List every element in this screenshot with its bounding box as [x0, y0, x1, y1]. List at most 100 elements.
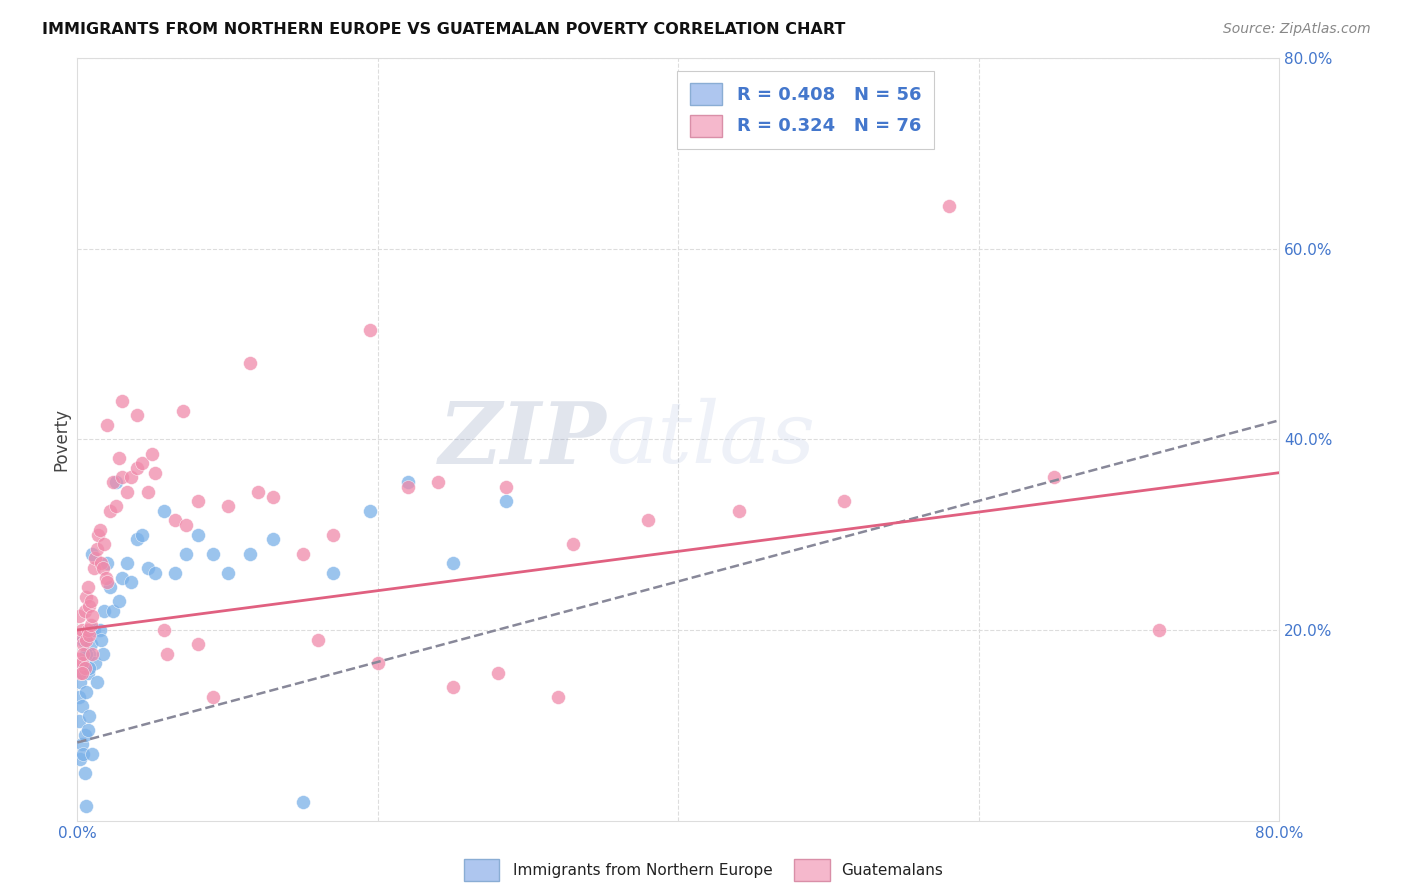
Point: [91, 561, 114, 575]
Point: [145, 566, 167, 580]
Point: [87, 527, 110, 541]
Point: [111, 570, 134, 584]
Point: [938, 199, 960, 213]
Point: [67, 651, 90, 665]
Point: [93, 537, 115, 551]
Point: [89, 523, 111, 537]
Point: [1043, 470, 1066, 484]
Point: [262, 533, 284, 547]
Point: [73, 728, 96, 742]
Point: [82, 547, 104, 561]
Point: [105, 499, 128, 513]
Point: [79, 628, 101, 642]
Point: [217, 499, 239, 513]
Text: Source: ZipAtlas.com: Source: ZipAtlas.com: [1223, 22, 1371, 37]
Point: [94, 570, 117, 584]
Point: [100, 504, 122, 518]
Point: [201, 547, 224, 561]
Text: ZIP: ZIP: [439, 398, 606, 481]
Point: [82, 608, 104, 623]
Point: [80, 618, 103, 632]
Point: [217, 566, 239, 580]
Point: [174, 518, 197, 533]
Point: [91, 647, 114, 661]
Point: [84, 551, 107, 566]
Point: [145, 466, 167, 480]
Point: [70, 737, 93, 751]
Point: [69, 628, 91, 642]
Point: [495, 494, 517, 508]
Point: [105, 475, 128, 490]
Point: [73, 604, 96, 618]
Point: [96, 417, 118, 432]
Y-axis label: Poverty: Poverty: [52, 408, 70, 471]
Point: [75, 632, 97, 647]
Point: [136, 561, 159, 575]
Point: [108, 451, 131, 466]
Point: [131, 527, 153, 541]
Text: atlas: atlas: [606, 398, 815, 481]
Point: [103, 604, 125, 618]
Point: [67, 690, 90, 704]
Legend: R = 0.408   N = 56, R = 0.324   N = 76: R = 0.408 N = 56, R = 0.324 N = 76: [678, 70, 934, 149]
Point: [79, 708, 101, 723]
Point: [115, 484, 138, 499]
Point: [90, 556, 112, 570]
Point: [70, 665, 93, 680]
Point: [103, 475, 125, 490]
Point: [120, 575, 142, 590]
Point: [396, 480, 419, 494]
Point: [70, 665, 93, 680]
Point: [83, 561, 105, 575]
Point: [79, 599, 101, 614]
Point: [80, 637, 103, 651]
Point: [82, 647, 104, 661]
Point: [76, 623, 98, 637]
Point: [239, 356, 262, 370]
Text: IMMIGRANTS FROM NORTHERN EUROPE VS GUATEMALAN POVERTY CORRELATION CHART: IMMIGRANTS FROM NORTHERN EUROPE VS GUATE…: [42, 22, 845, 37]
Point: [115, 556, 138, 570]
Point: [72, 647, 94, 661]
Text: Immigrants from Northern Europe: Immigrants from Northern Europe: [513, 863, 773, 878]
Point: [72, 637, 94, 651]
Point: [111, 470, 134, 484]
Point: [73, 661, 96, 675]
Point: [80, 594, 103, 608]
Point: [86, 541, 108, 556]
Point: [127, 533, 149, 547]
Point: [637, 513, 659, 527]
Point: [367, 657, 389, 671]
Point: [79, 647, 101, 661]
Point: [262, 490, 284, 504]
Point: [72, 632, 94, 647]
Point: [441, 680, 464, 694]
Point: [174, 547, 197, 561]
Point: [69, 675, 91, 690]
Point: [322, 527, 344, 541]
Point: [136, 484, 159, 499]
Point: [322, 566, 344, 580]
Point: [172, 403, 194, 417]
Point: [83, 623, 105, 637]
Point: [307, 632, 329, 647]
Point: [76, 665, 98, 680]
Point: [359, 323, 381, 337]
Point: [127, 409, 149, 423]
Point: [131, 456, 153, 470]
Point: [73, 766, 96, 780]
Point: [1149, 623, 1171, 637]
Point: [727, 504, 749, 518]
Point: [359, 504, 381, 518]
Point: [495, 480, 517, 494]
Point: [127, 461, 149, 475]
Point: [79, 661, 101, 675]
Point: [832, 494, 855, 508]
Point: [291, 547, 314, 561]
Point: [108, 594, 131, 608]
Point: [100, 580, 122, 594]
Point: [70, 699, 93, 714]
Point: [156, 647, 179, 661]
Text: Guatemalans: Guatemalans: [841, 863, 942, 878]
Point: [75, 685, 97, 699]
Point: [187, 527, 209, 541]
